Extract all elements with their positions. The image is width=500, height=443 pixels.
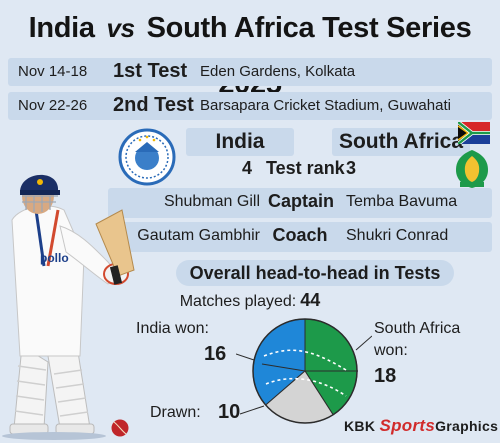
brand-kbk: KBK [344,418,376,434]
south-africa-coach: Shukri Conrad [346,227,449,244]
south-africa-rank: 3 [346,158,357,178]
india-won-label: India won: [136,320,209,337]
bcci-logo-icon [118,128,176,186]
title-rest: South Africa Test Series 2025 [146,12,472,100]
coach-row: Gautam Gambhir Coach Shukri Conrad [108,222,492,252]
matches-value: 44 [300,290,321,310]
test-rank-row: 4 Test rank 3 [218,156,368,182]
team-india-header: India [186,128,294,156]
brand-graphics: Graphics [435,418,499,434]
test-row-2: Nov 22-26 2nd Test Barsapara Cricket Sta… [8,92,492,120]
india-rank: 4 [242,158,253,178]
test-row-1: Nov 14-18 1st Test Eden Gardens, Kolkata [8,58,492,86]
head-to-head-title: Overall head-to-head in Tests [176,260,454,286]
pie-callouts [236,335,372,415]
title-vs: vs [106,13,136,43]
test-venue: Barsapara Cricket Stadium, Guwahati [200,97,451,114]
captain-label: Captain [268,191,335,211]
test-label: 1st Test [113,60,188,82]
cricket-ball-icon [111,419,129,437]
test-date: Nov 14-18 [18,63,88,80]
south-africa-flag-icon [458,122,490,144]
matches-played: Matches played: 44 [0,290,500,311]
svg-text:pollo: pollo [40,251,69,265]
drawn-value: 10 [218,401,241,423]
south-africa-captain: Temba Bavuma [346,193,458,210]
india-captain: Shubman Gill [163,193,260,210]
south-africa-won-label: South Africa [374,320,461,337]
south-africa-won-value: 18 [374,365,397,387]
test-date: Nov 22-26 [18,97,88,114]
india-won-value: 16 [204,343,227,365]
drawn-label: Drawn: [150,404,201,421]
south-africa-won-label-2: won: [374,342,408,359]
india-coach: Gautam Gambhir [137,227,260,244]
page-title: India vs South Africa Test Series 2025 [0,0,500,100]
title-team1: India [28,12,95,44]
test-venue: Eden Gardens, Kolkata [200,63,356,80]
brand-sports: Sports [379,416,436,435]
pie-callout-india [261,363,306,372]
team-south-africa-header: South Africa [332,128,470,156]
test-label: 2nd Test [113,94,194,116]
cricketer-illustration: pollo [2,174,135,440]
cricket-south-africa-logo-icon [456,150,488,188]
captain-row: Shubman Gill Captain Temba Bavuma [108,188,492,218]
rank-label: Test rank [266,158,345,178]
head-to-head-pie [252,318,358,424]
matches-label: Matches played: [179,293,297,310]
brand-logo: KBK SportsGraphics [344,416,498,436]
coach-label: Coach [272,225,328,245]
